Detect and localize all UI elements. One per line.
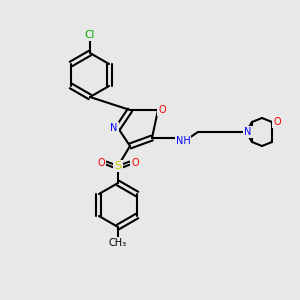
Text: N: N (110, 123, 118, 133)
Text: CH₃: CH₃ (109, 238, 127, 248)
Text: N: N (244, 127, 252, 137)
Text: O: O (97, 158, 105, 168)
Text: S: S (114, 161, 122, 171)
Text: O: O (273, 117, 281, 127)
Text: NH: NH (176, 136, 190, 146)
Text: Cl: Cl (85, 30, 95, 40)
Text: O: O (158, 105, 166, 115)
Text: O: O (131, 158, 139, 168)
